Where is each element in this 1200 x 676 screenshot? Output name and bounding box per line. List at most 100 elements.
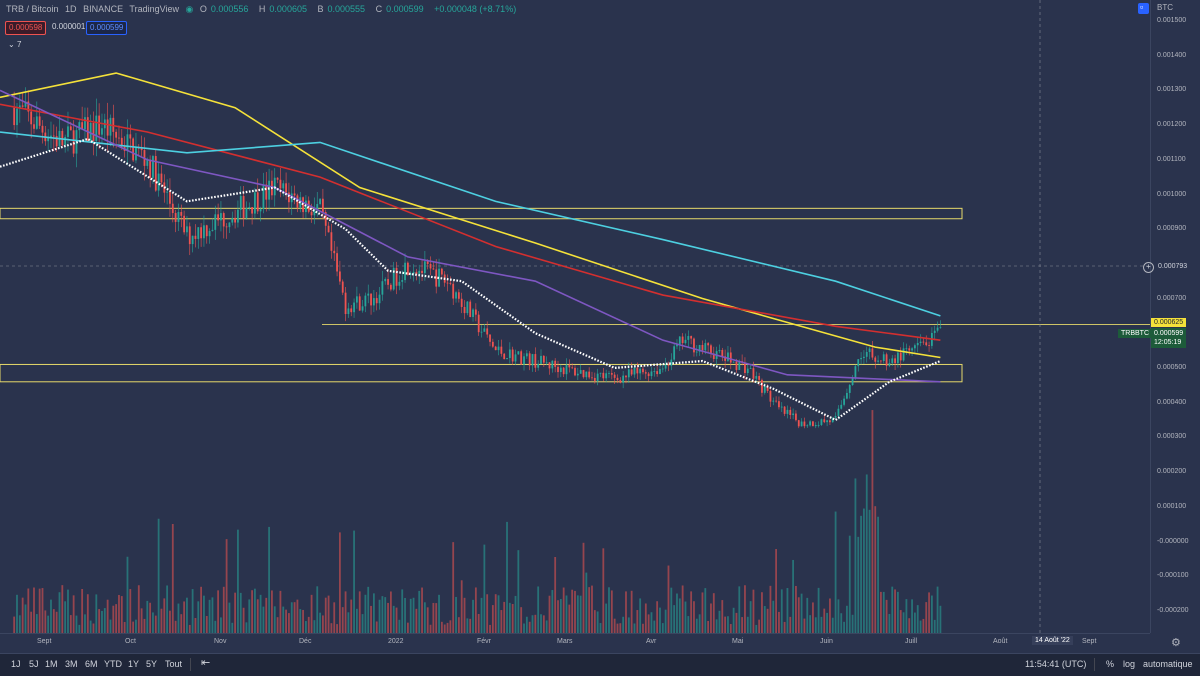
candle-body	[888, 363, 891, 366]
volume-bar	[579, 595, 582, 633]
volume-bar	[41, 588, 44, 633]
crosshair-price: 0.000793	[1158, 263, 1188, 270]
candle-body	[528, 353, 531, 366]
ask-badge[interactable]: 0.000599	[86, 21, 128, 35]
time-tick-label: Oct	[125, 638, 136, 645]
candle-body	[254, 192, 256, 214]
candle-body	[106, 119, 109, 136]
indicators-toggle[interactable]: ⌄ 7	[8, 40, 21, 49]
spread-value: 0.000001	[52, 22, 86, 31]
volume-bar	[792, 559, 795, 633]
volume-bar	[707, 620, 710, 633]
crosshair-add-icon[interactable]: +	[1143, 262, 1154, 273]
volume-bar	[871, 410, 874, 633]
candle-body	[797, 420, 800, 427]
volume-bar	[95, 594, 98, 633]
volume-bar	[588, 587, 591, 633]
volume-bar	[500, 610, 503, 633]
volume-bar	[922, 618, 925, 633]
candle-body	[455, 292, 457, 299]
volume-bar	[418, 590, 421, 633]
candle-body	[378, 294, 381, 304]
percent-toggle[interactable]: %	[1106, 659, 1115, 669]
volume-bar	[542, 615, 545, 633]
volume-bar	[16, 594, 18, 633]
symbol-name[interactable]: TRB / Bitcoin	[6, 4, 59, 14]
volume-bar	[389, 591, 392, 633]
volume-bar	[732, 607, 735, 633]
time-axis[interactable]: Sept Oct Nov Déc 2022 Févr Mars Avr Mai Juin Juill…	[0, 633, 1181, 654]
candle-body	[160, 173, 163, 183]
volume-bar	[647, 614, 650, 633]
volume-bar	[744, 585, 746, 633]
range-5d[interactable]: 5J	[29, 659, 39, 669]
volume-bar	[387, 602, 389, 633]
candle-body	[78, 122, 81, 131]
volume-bar	[256, 599, 259, 633]
volume-bar	[735, 612, 738, 633]
volume-bar	[483, 544, 486, 633]
open-label: O	[199, 4, 207, 14]
candle-body	[489, 334, 491, 342]
interval-label[interactable]: 1D	[65, 4, 77, 14]
volume-bar	[350, 599, 353, 633]
log-toggle[interactable]: log	[1123, 659, 1136, 669]
candle-body	[392, 267, 395, 290]
price-axis[interactable]: ▫ BTC 0.001500 0.001400 0.001300 0.001200 0.…	[1138, 0, 1200, 633]
date-range-icon[interactable]: ⇤	[201, 657, 211, 669]
range-3m[interactable]: 3M	[65, 659, 78, 669]
chart-area[interactable]: TRB / Bitcoin 1D BINANCE TradingView ◉ O…	[0, 0, 1150, 633]
volume-bar	[642, 623, 644, 633]
range-1d[interactable]: 1J	[11, 659, 21, 669]
volume-bar	[273, 606, 276, 633]
bid-badge[interactable]: 0.000598	[5, 21, 47, 35]
axis-settings-icon[interactable]: ⚙	[1171, 637, 1181, 649]
candle-body	[687, 336, 690, 340]
volume-bar	[565, 595, 568, 633]
range-1m[interactable]: 1M	[45, 659, 58, 669]
volume-bar	[271, 590, 273, 633]
volume-bar	[531, 615, 534, 633]
candle-body	[588, 371, 591, 378]
volume-bar	[568, 604, 571, 633]
range-5y[interactable]: 5Y	[146, 659, 158, 669]
time-tick-label: Mars	[557, 638, 573, 645]
candle-body	[755, 376, 758, 379]
volume-bar	[149, 602, 152, 633]
volume-bar	[783, 621, 786, 633]
volume-bar	[101, 610, 103, 633]
candle-body	[24, 101, 27, 107]
volume-bar	[339, 532, 341, 633]
volume-bar	[347, 612, 350, 633]
volume-bar	[602, 548, 605, 633]
volume-bar	[693, 601, 695, 633]
toolbar-divider-2	[1094, 658, 1095, 671]
candle-body	[517, 351, 520, 355]
range-1y[interactable]: 1Y	[128, 659, 140, 669]
volume-bar	[426, 607, 429, 633]
volume-bar	[639, 598, 642, 633]
volume-bar	[786, 588, 789, 633]
range-ytd[interactable]: YTD	[104, 659, 122, 669]
auto-scale-toggle[interactable]: automatique	[1143, 659, 1193, 669]
candle-body	[406, 262, 409, 275]
price-chart[interactable]	[0, 0, 1150, 633]
volume-bar	[305, 621, 307, 633]
volume-bar	[610, 590, 613, 633]
currency-badge[interactable]: ▫	[1138, 2, 1149, 14]
volume-bar	[38, 588, 41, 633]
candle-body	[919, 341, 922, 344]
range-all[interactable]: Tout	[165, 659, 183, 669]
clock-display[interactable]: 11:54:41 (UTC)	[1025, 659, 1087, 669]
volume-bar	[834, 511, 837, 633]
candle-body	[21, 105, 24, 107]
volume-bar	[851, 614, 854, 633]
volume-bar	[863, 508, 865, 633]
volume-bar	[423, 602, 426, 633]
range-6m[interactable]: 6M	[85, 659, 98, 669]
volume-bar	[293, 602, 296, 633]
volume-bar	[89, 620, 92, 633]
volume-bar	[409, 598, 412, 633]
candle-body	[894, 358, 896, 364]
candle-body	[712, 353, 715, 360]
